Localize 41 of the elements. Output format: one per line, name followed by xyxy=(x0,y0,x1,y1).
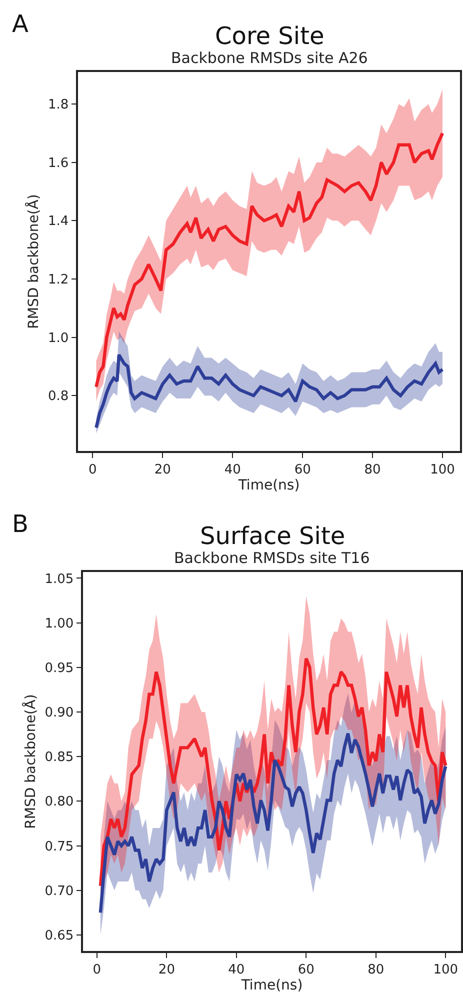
text: B xyxy=(12,510,28,538)
x-tick-label: 80 xyxy=(364,462,381,478)
chart-subtitle: Backbone RMSDs site T16 xyxy=(174,549,370,567)
y-axis-title: RMSD backbone(Å) xyxy=(25,194,42,329)
line-series xyxy=(98,732,448,914)
chart-title: Core Site xyxy=(215,22,324,50)
y-tick-label: 1.6 xyxy=(48,156,69,171)
y-tick-label: 1.2 xyxy=(48,272,69,288)
x-axis-title: Time(ns) xyxy=(240,977,303,994)
line-series xyxy=(94,132,444,388)
x-tick-label: 40 xyxy=(228,962,245,978)
x-axis-title: Time(ns) xyxy=(237,477,300,494)
y-tick-label: 0.85 xyxy=(44,750,74,766)
x-tick-label: 20 xyxy=(154,462,171,478)
x-tick-label: 100 xyxy=(433,962,458,978)
x-tick-label: 60 xyxy=(294,462,311,478)
chart-title: Surface Site xyxy=(200,522,346,550)
x-tick-label: 80 xyxy=(368,962,384,978)
y-tick-label: 0.65 xyxy=(44,928,74,944)
y-tick-label: 1.0 xyxy=(48,330,69,346)
y-axis-title: RMSD backbone(Å) xyxy=(22,694,39,829)
y-tick-label: 0.70 xyxy=(44,884,74,899)
x-tick-label: 100 xyxy=(430,462,455,478)
line-series xyxy=(94,353,444,430)
y-tick-label: 0.75 xyxy=(44,839,74,854)
x-tick-label: 0 xyxy=(92,962,102,978)
x-tick-label: 20 xyxy=(158,962,175,978)
x-tick-label: 0 xyxy=(88,462,97,478)
y-tick-label: 1.4 xyxy=(48,214,69,230)
y-tick-label: 0.90 xyxy=(44,706,74,721)
x-tick-label: 40 xyxy=(224,462,241,478)
x-tick-label: 60 xyxy=(298,962,314,978)
y-tick-label: 0.95 xyxy=(44,660,74,676)
y-tick-label: 0.8 xyxy=(48,389,69,404)
y-tick-label: 1.05 xyxy=(44,572,74,587)
y-tick-label: 1.8 xyxy=(48,98,69,113)
text: A xyxy=(12,10,29,38)
y-tick-label: 0.80 xyxy=(44,794,74,810)
chart-subtitle: Backbone RMSDs site A26 xyxy=(171,49,368,67)
y-tick-label: 1.00 xyxy=(44,616,74,632)
line-series xyxy=(98,656,448,888)
